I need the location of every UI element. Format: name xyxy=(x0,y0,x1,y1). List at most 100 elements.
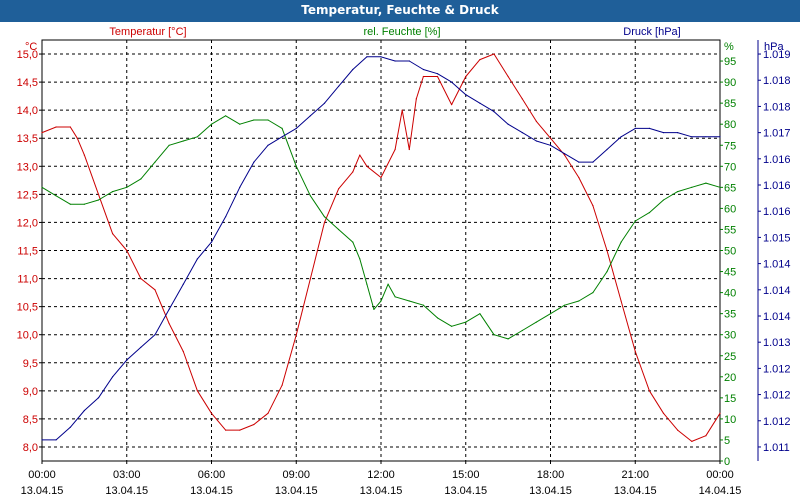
temperature-point xyxy=(677,429,679,431)
press-tick-label: 1.014 xyxy=(763,285,791,297)
pressure-point xyxy=(465,94,467,96)
temp-tick-label: 14,0 xyxy=(17,105,38,117)
x-tick-date: 13.04.15 xyxy=(529,485,572,497)
temp-axis-ticks: 8,0 8,5 9,0 9,5 10,0 10,5 11,0 11,5 12,0 12,5 13,0… xyxy=(17,49,42,454)
temperature-point xyxy=(352,171,354,173)
press-tick-label: 1.012 xyxy=(763,363,791,375)
temperature-point xyxy=(366,165,368,167)
x-tick-date: 13.04.15 xyxy=(614,485,657,497)
pressure-point xyxy=(295,127,297,129)
humidity-point xyxy=(295,165,297,167)
press-tick-label: 1.016 xyxy=(763,180,791,192)
pressure-point xyxy=(578,161,580,163)
temperature-point xyxy=(281,384,283,386)
temperature-point xyxy=(41,132,43,134)
temperature-point xyxy=(154,289,156,291)
hum-tick-label: 0 xyxy=(724,456,730,468)
temp-tick-label: 12,5 xyxy=(17,189,38,201)
humidity-point xyxy=(691,186,693,188)
pressure-point xyxy=(380,56,382,58)
x-tick-date: 13.04.15 xyxy=(21,485,64,497)
press-axis-ticks: 1.011 1.012 1.012 1.012 1.013 1.014 1.014 1.014… xyxy=(758,49,791,454)
temperature-point xyxy=(634,350,636,353)
pressure-point xyxy=(620,136,622,138)
humidity-point xyxy=(359,258,361,260)
temperature-point xyxy=(267,412,269,414)
temp-tick-label: 15,0 xyxy=(17,49,38,61)
pressure-point xyxy=(705,136,707,138)
temperature-point xyxy=(592,205,594,207)
x-tick-time: 18:00 xyxy=(537,469,565,481)
hum-tick-label: 50 xyxy=(724,246,736,258)
temperature-point xyxy=(436,75,439,78)
temperature-point xyxy=(620,300,622,302)
humidity-point xyxy=(422,304,424,306)
pressure-point xyxy=(535,140,538,142)
x-tick-date: 13.04.15 xyxy=(444,485,487,497)
chart-title: Temperatur, Feuchte & Druck xyxy=(301,3,499,17)
pressure-point xyxy=(154,334,156,336)
title-bar: Temperatur, Feuchte & Druck xyxy=(0,0,800,22)
pressure-point xyxy=(549,144,552,146)
pressure-point xyxy=(309,115,311,117)
press-tick-label: 1.014 xyxy=(763,311,791,323)
x-tick-time: 00:00 xyxy=(706,469,734,481)
temp-tick-label: 14,5 xyxy=(17,77,38,89)
x-tick-date: 13.04.15 xyxy=(105,485,148,497)
temperature-point xyxy=(253,423,255,426)
humidity-point xyxy=(620,241,622,243)
hum-tick-label: 35 xyxy=(724,309,736,321)
press-tick-label: 1.016 xyxy=(763,154,791,166)
humidity-point xyxy=(196,136,198,138)
pressure-point xyxy=(196,258,198,260)
humidity-point xyxy=(140,178,142,180)
humidity-point xyxy=(97,199,100,201)
press-tick-label: 1.017 xyxy=(763,128,791,140)
temperature-point xyxy=(97,193,100,195)
humidity-point xyxy=(648,212,651,214)
humidity-point xyxy=(677,191,679,193)
temperature-point xyxy=(210,412,213,414)
hum-tick-label: 80 xyxy=(724,119,736,131)
humidity-point xyxy=(112,191,114,193)
humidity-point xyxy=(719,186,721,188)
x-tick-time: 03:00 xyxy=(113,469,141,481)
humidity-point xyxy=(126,186,128,188)
pressure-point xyxy=(83,409,85,412)
pressure-point xyxy=(408,60,410,62)
axis-titles: °C Temperatur [°C] rel. Feuchte [%] % Dr… xyxy=(25,26,784,53)
temperature-point xyxy=(606,249,608,252)
temperature-point xyxy=(359,154,361,156)
humidity-point xyxy=(225,115,227,117)
temperature-point xyxy=(380,176,382,179)
pressure-point xyxy=(592,161,594,163)
humidity-point xyxy=(507,338,509,340)
hum-tick-label: 5 xyxy=(724,435,730,447)
hum-tick-label: 20 xyxy=(724,372,736,384)
humidity-point xyxy=(69,203,71,205)
hum-tick-label: 40 xyxy=(724,288,736,300)
humidity-point xyxy=(408,300,410,302)
humidity-point xyxy=(521,329,523,332)
pressure-point xyxy=(210,241,213,243)
x-tick-time: 00:00 xyxy=(28,469,56,481)
pressure-point xyxy=(422,68,424,71)
pressure-point xyxy=(239,186,241,188)
temperature-point xyxy=(521,98,523,100)
temperature-point xyxy=(83,154,85,156)
humidity-point xyxy=(182,140,184,142)
temp-tick-label: 11,0 xyxy=(17,274,38,286)
pressure-point xyxy=(338,85,340,87)
temperature-point xyxy=(225,429,227,431)
temperature-point xyxy=(182,350,184,353)
hum-tick-label: 30 xyxy=(724,330,736,342)
hum-tick-label: 95 xyxy=(724,56,736,68)
press-unit-label: hPa xyxy=(764,41,784,53)
temperature-point xyxy=(691,440,693,442)
humidity-point xyxy=(394,296,396,298)
humidity-point xyxy=(535,321,538,323)
temp-tick-label: 9,5 xyxy=(23,358,38,370)
x-axis-ticks: 00:00 13.04.15 03:00 13.04.15 06:00 13.04.15 0… xyxy=(21,461,741,497)
pressure-point xyxy=(126,359,128,361)
press-tick-label: 1.018 xyxy=(763,101,791,113)
